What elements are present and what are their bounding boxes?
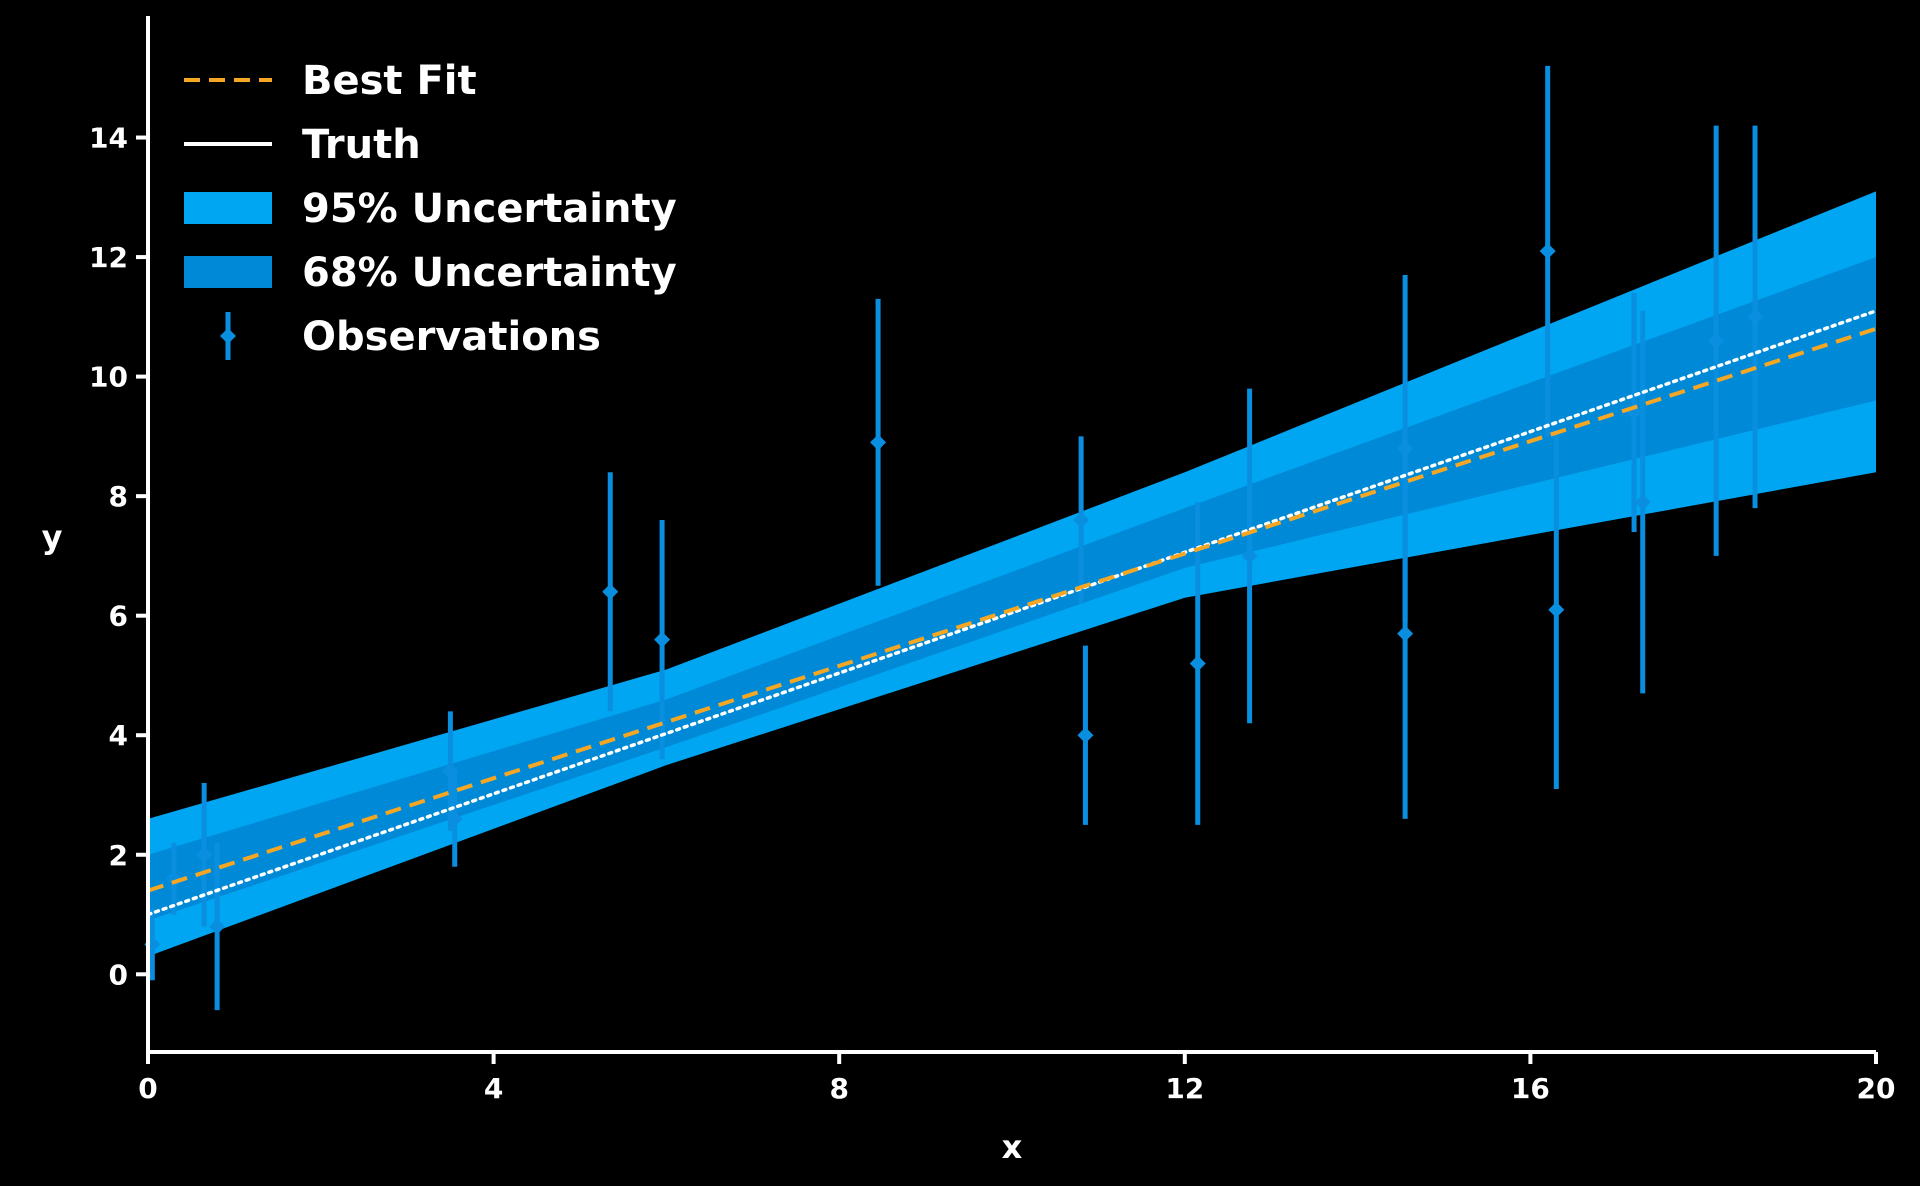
observation-marker bbox=[1634, 494, 1651, 511]
observation-point bbox=[602, 472, 619, 712]
observation-point bbox=[1073, 436, 1090, 604]
observation-marker bbox=[196, 846, 213, 863]
observation-point bbox=[1708, 125, 1725, 556]
observations-layer bbox=[144, 65, 1764, 1011]
legend-label: Truth bbox=[302, 122, 421, 168]
uncertainty-bands bbox=[148, 191, 1876, 957]
y-tick-label: 12 bbox=[89, 241, 128, 274]
observation-marker bbox=[1747, 308, 1764, 325]
observation-point bbox=[1634, 310, 1651, 694]
legend-label: Best Fit bbox=[302, 58, 477, 104]
legend-label: 95% Uncertainty bbox=[302, 186, 677, 232]
y-tick-label: 14 bbox=[89, 122, 128, 155]
y-tick-label: 2 bbox=[109, 839, 128, 872]
observation-marker bbox=[1708, 332, 1725, 349]
observation-point bbox=[446, 771, 463, 867]
x-tick-label: 8 bbox=[829, 1072, 848, 1105]
y-tick-label: 4 bbox=[109, 719, 128, 752]
x-axis-label: x bbox=[1002, 1128, 1023, 1166]
y-tick-label: 10 bbox=[89, 361, 128, 394]
observation-marker bbox=[1539, 243, 1556, 260]
x-tick-label: 16 bbox=[1511, 1072, 1550, 1105]
observation-marker bbox=[602, 583, 619, 600]
x-tick-label: 4 bbox=[484, 1072, 503, 1105]
truth-line bbox=[146, 309, 1878, 917]
legend: Best Fit Truth 95% Uncertainty 68% Uncertai… bbox=[184, 58, 677, 360]
observation-marker bbox=[1548, 601, 1565, 618]
axes: 0 4 8 12 16 20 0 2 4 6 8 10 12 14 x y bbox=[42, 16, 1896, 1166]
x-tick-label: 0 bbox=[138, 1072, 157, 1105]
y-axis-label: y bbox=[42, 518, 63, 556]
legend-item-truth: Truth bbox=[184, 122, 421, 168]
legend-swatch-band-95 bbox=[184, 192, 272, 224]
x-tick-label: 12 bbox=[1165, 1072, 1204, 1105]
observation-marker bbox=[1077, 727, 1094, 744]
observation-marker bbox=[446, 810, 463, 827]
observation-point bbox=[654, 520, 671, 760]
observation-point bbox=[1539, 65, 1556, 437]
legend-item-observations: Observations bbox=[220, 312, 601, 360]
observation-point bbox=[1241, 388, 1258, 724]
observation-marker bbox=[870, 434, 887, 451]
observation-point bbox=[1189, 502, 1206, 825]
y-tick-label: 6 bbox=[109, 600, 128, 633]
legend-swatch-band-68 bbox=[184, 256, 272, 288]
observation-point bbox=[870, 298, 887, 586]
legend-label: Observations bbox=[302, 314, 601, 360]
observation-point bbox=[1397, 275, 1414, 622]
band-68 bbox=[148, 257, 1876, 921]
legend-item-band-68: 68% Uncertainty bbox=[184, 250, 677, 296]
y-tick-label: 0 bbox=[109, 958, 128, 991]
observation-marker bbox=[1397, 440, 1414, 457]
legend-item-best-fit: Best Fit bbox=[184, 58, 477, 104]
observation-point bbox=[1548, 430, 1565, 790]
legend-item-band-95: 95% Uncertainty bbox=[184, 186, 677, 232]
observation-point bbox=[209, 842, 226, 1011]
y-tick-label: 8 bbox=[109, 480, 128, 513]
observation-marker bbox=[209, 918, 226, 935]
legend-swatch-marker bbox=[220, 328, 236, 344]
observation-point bbox=[1077, 645, 1094, 825]
fit-lines bbox=[146, 309, 1878, 917]
observation-point bbox=[1747, 125, 1764, 509]
best-fit-line bbox=[147, 326, 1877, 893]
observation-marker bbox=[1073, 512, 1090, 529]
legend-label: 68% Uncertainty bbox=[302, 250, 677, 296]
x-tick-label: 20 bbox=[1857, 1072, 1896, 1105]
observation-marker bbox=[1189, 655, 1206, 672]
observation-marker bbox=[1241, 547, 1258, 564]
observation-marker bbox=[1397, 625, 1414, 642]
observation-point bbox=[196, 783, 213, 927]
observation-marker bbox=[654, 631, 671, 648]
